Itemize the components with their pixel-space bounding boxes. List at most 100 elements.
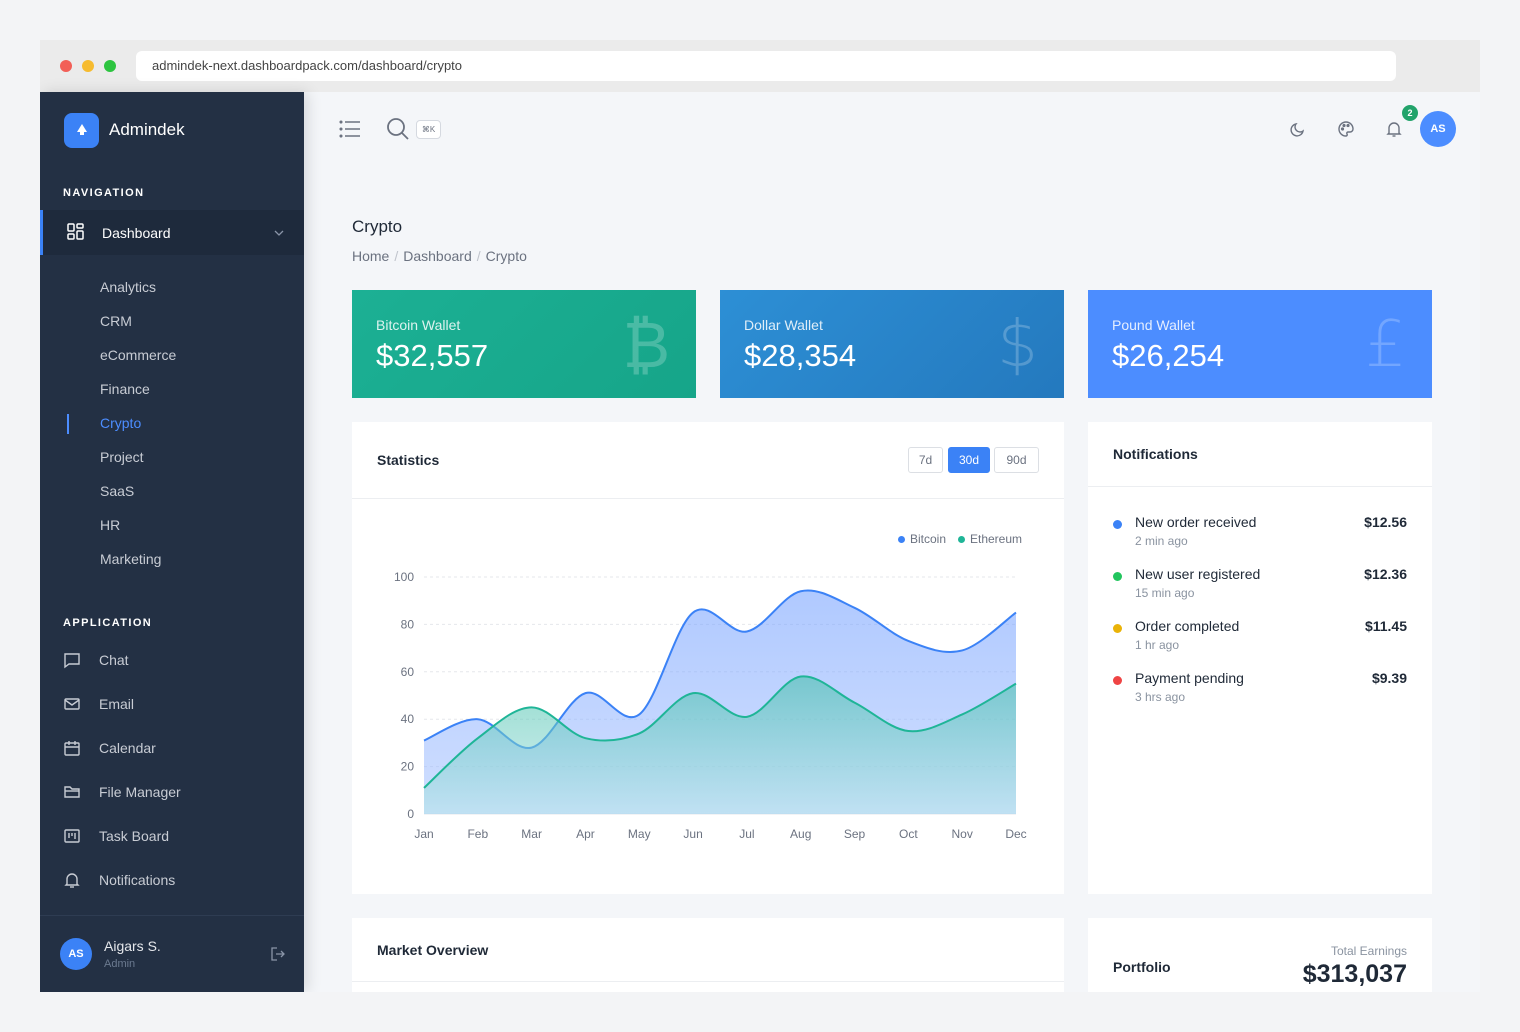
sidebar-subitem-saas[interactable]: SaaS xyxy=(100,483,135,499)
maximize-window-button[interactable] xyxy=(104,60,116,72)
x-tick-label: May xyxy=(628,827,651,841)
x-tick-label: Jun xyxy=(683,827,702,841)
sidebar-subitem-marketing[interactable]: Marketing xyxy=(100,551,162,567)
sidebar-item-chat[interactable]: Chat xyxy=(40,649,304,673)
brand[interactable]: Admindek xyxy=(64,112,185,148)
series-line-ethereum[interactable] xyxy=(423,675,1017,789)
notification-title: Order completed xyxy=(1135,618,1240,634)
sidebar-item-label: Notifications xyxy=(99,872,176,888)
chart-legend-bitcoin[interactable]: Bitcoin xyxy=(898,532,946,546)
notification-title: New user registered xyxy=(1135,566,1261,582)
sidebar-item-task-board[interactable]: Task Board xyxy=(40,825,304,849)
notification-item[interactable]: Order completed 1 hr ago $11.45 xyxy=(1113,618,1407,658)
notification-amount: $9.39 xyxy=(1371,670,1407,686)
sidebar-item-notifications[interactable]: Notifications xyxy=(40,869,304,893)
status-dot xyxy=(1113,624,1122,633)
legend-swatch xyxy=(958,535,965,543)
breadcrumb-dashboard-link[interactable]: Dashboard xyxy=(403,248,472,264)
card-title: Notifications xyxy=(1113,446,1198,462)
close-window-button[interactable] xyxy=(60,60,72,72)
notification-title: Payment pending xyxy=(1135,670,1244,686)
browser-window: admindek-next.dashboardpack.com/dashboar… xyxy=(40,40,1480,992)
wallet-label: Pound Wallet xyxy=(1112,317,1195,333)
dollar-wallet-card[interactable]: Dollar Wallet $28,354 $ xyxy=(720,290,1064,398)
range-7d-button[interactable]: 7d xyxy=(908,447,943,473)
sidebar-item-calendar[interactable]: Calendar xyxy=(40,737,304,761)
menu-toggle-icon[interactable] xyxy=(338,118,362,145)
avatar[interactable]: AS xyxy=(60,938,92,970)
wallet-value: $26,254 xyxy=(1112,338,1225,373)
notification-time: 2 min ago xyxy=(1135,534,1188,548)
sidebar-item-label: Dashboard xyxy=(102,224,171,241)
user-role: Admin xyxy=(104,958,136,970)
status-dot xyxy=(1113,572,1122,581)
pound-wallet-card[interactable]: Pound Wallet $26,254 £ xyxy=(1088,290,1432,398)
search-icon[interactable] xyxy=(386,117,410,146)
minimize-window-button[interactable] xyxy=(82,60,94,72)
card-divider xyxy=(352,981,1064,982)
card-title: Statistics xyxy=(377,452,440,468)
sidebar-subitem-crm[interactable]: CRM xyxy=(100,313,132,329)
status-dot xyxy=(1113,520,1122,529)
sidebar-subitem-project[interactable]: Project xyxy=(100,449,144,465)
user-name: Aigars S. xyxy=(104,938,161,954)
sidebar-user-panel: AS Aigars S. Admin xyxy=(40,915,304,992)
x-tick-label: Feb xyxy=(467,827,488,841)
application-section-label: APPLICATION xyxy=(63,617,153,629)
kanban-icon xyxy=(63,827,81,850)
breadcrumb-home-link[interactable]: Home xyxy=(352,248,390,264)
x-tick-label: Sep xyxy=(844,827,866,841)
bell-icon xyxy=(63,871,81,894)
y-tick-label: 20 xyxy=(401,760,415,774)
sidebar-item-label: Chat xyxy=(99,652,129,668)
wallet-label: Bitcoin Wallet xyxy=(376,317,461,333)
portfolio-card: Portfolio Total Earnings $313,037 xyxy=(1088,918,1432,992)
x-tick-label: Nov xyxy=(952,827,973,841)
sidebar-item-label: File Manager xyxy=(99,784,181,800)
address-bar[interactable]: admindek-next.dashboardpack.com/dashboar… xyxy=(136,51,1396,81)
range-30d-button[interactable]: 30d xyxy=(948,447,990,473)
sidebar-subitem-crypto[interactable]: Crypto xyxy=(100,415,142,431)
breadcrumb-separator: / xyxy=(394,248,399,264)
x-tick-label: Mar xyxy=(521,827,542,841)
breadcrumb-separator: / xyxy=(476,248,481,264)
market-overview-card: Market Overview xyxy=(352,918,1064,992)
bitcoin-wallet-card[interactable]: Bitcoin Wallet $32,557 ₿ xyxy=(352,290,696,398)
notification-item[interactable]: New order received 2 min ago $12.56 xyxy=(1113,514,1407,554)
logout-icon[interactable] xyxy=(270,946,286,967)
avatar[interactable]: AS xyxy=(1420,111,1456,147)
mail-icon xyxy=(63,695,81,718)
y-tick-label: 80 xyxy=(401,617,415,631)
chat-icon xyxy=(63,651,81,674)
sidebar-item-email[interactable]: Email xyxy=(40,693,304,717)
notification-amount: $12.56 xyxy=(1364,514,1407,530)
sidebar-subitem-analytics[interactable]: Analytics xyxy=(100,279,157,295)
y-tick-label: 100 xyxy=(394,570,414,584)
card-divider xyxy=(1088,486,1432,487)
page-title: Crypto xyxy=(352,217,403,236)
sidebar-item-label: Calendar xyxy=(99,740,156,756)
sidebar-item-dashboard[interactable]: Dashboard xyxy=(40,210,304,255)
card-divider xyxy=(352,498,1064,499)
bell-icon[interactable] xyxy=(1386,121,1402,142)
wallet-value: $28,354 xyxy=(744,338,857,373)
sidebar-item-file-manager[interactable]: File Manager xyxy=(40,781,304,805)
notification-item[interactable]: Payment pending 3 hrs ago $9.39 xyxy=(1113,670,1407,710)
sidebar-subitem-finance[interactable]: Finance xyxy=(100,381,150,397)
sidebar-subitem-hr[interactable]: HR xyxy=(100,517,121,533)
total-earnings-label: Total Earnings xyxy=(1330,944,1407,958)
breadcrumb: Home / Dashboard / Crypto xyxy=(352,248,527,264)
dollar-icon: $ xyxy=(997,308,1038,382)
brand-logo-icon xyxy=(64,112,99,148)
total-earnings-value: $313,037 xyxy=(1302,960,1407,988)
navigation-section-label: NAVIGATION xyxy=(63,187,145,199)
y-tick-label: 0 xyxy=(407,807,414,821)
notification-item[interactable]: New user registered 15 min ago $12.36 xyxy=(1113,566,1407,606)
range-90d-button[interactable]: 90d xyxy=(994,447,1039,473)
moon-icon[interactable] xyxy=(1290,121,1306,142)
palette-icon[interactable] xyxy=(1338,121,1354,142)
sidebar-item-label: Task Board xyxy=(99,828,170,844)
sidebar: Admindek NAVIGATION Dashboard Analytics C… xyxy=(40,92,304,992)
chart-legend-ethereum[interactable]: Ethereum xyxy=(958,532,1022,546)
sidebar-subitem-ecommerce[interactable]: eCommerce xyxy=(100,347,177,363)
